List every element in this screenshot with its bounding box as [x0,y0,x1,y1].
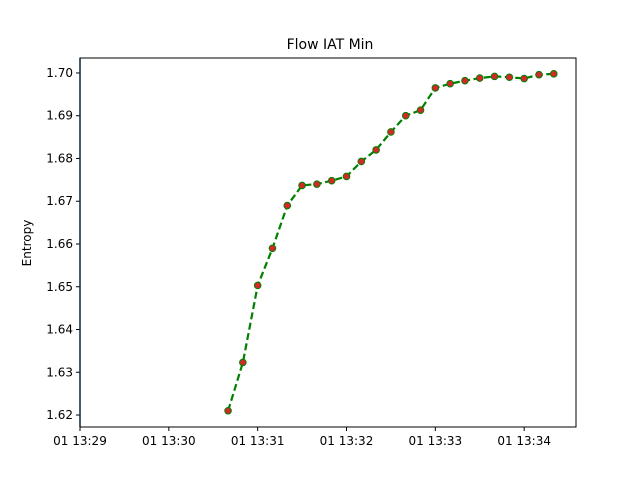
data-point [431,84,440,92]
y-tick-label: 1.69 [46,109,73,123]
series-layer [224,70,558,415]
data-point [535,70,543,79]
y-tick-label: 1.67 [46,194,73,208]
data-point [327,176,336,185]
y-tick-label: 1.68 [46,151,73,165]
y-tick-label: 1.66 [46,237,73,251]
data-point [239,358,247,367]
y-tick-label: 1.64 [46,323,73,337]
data-point [342,172,351,181]
y-tick-label: 1.63 [46,365,73,379]
data-point [401,111,410,120]
data-point [224,406,232,415]
data-point [357,157,366,166]
y-axis-label: Entropy [20,220,34,267]
data-point [372,146,380,154]
x-tick-label: 01 13:33 [409,434,463,448]
y-tick-label: 1.62 [46,408,73,422]
series-line [227,72,554,412]
y-tick-label: 1.70 [46,66,73,80]
data-point [461,76,469,85]
data-point [505,73,514,82]
x-tick-label: 01 13:34 [497,434,551,448]
y-tick-label: 1.65 [46,280,73,294]
chart-title: Flow IAT Min [287,37,374,53]
plot-frame [79,57,577,428]
x-axis: 01 13:29 01 13:30 01 13:31 01 13:32 01 13:33… [53,427,551,448]
x-tick-label: 01 13:31 [231,434,285,448]
data-point [446,79,454,88]
x-tick-label: 01 13:32 [320,434,374,448]
data-point [268,244,277,253]
data-point [298,181,306,190]
data-point [520,74,528,83]
data-point [313,180,321,188]
data-point [549,70,558,78]
x-tick-label: 01 13:29 [53,434,107,448]
data-point [283,201,292,210]
y-axis: 1.62 1.63 1.64 1.65 1.66 1.67 1.68 1.69 1.70 [46,66,80,422]
data-point [253,281,262,290]
data-point [387,128,395,136]
x-tick-label: 01 13:30 [142,434,196,448]
data-point [416,106,425,114]
data-point [475,74,484,82]
data-point [490,72,499,81]
